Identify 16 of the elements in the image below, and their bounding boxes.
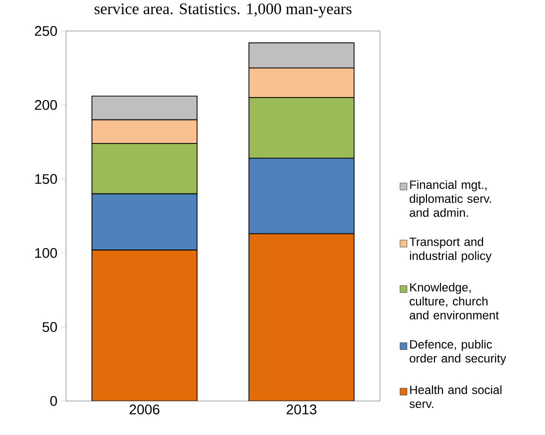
legend-label: Financial mgt., diplomatic serv. and admin. [410,180,491,217]
x-tick-label: 2013 [286,404,316,414]
y-tick-label: 0 [50,396,57,406]
chart-title: service area. Statistics. 1,000 man-years [94,3,352,18]
bar [248,233,354,401]
x-tick-label: 2006 [130,404,160,414]
bar [92,250,198,401]
legend-label: Knowledge, culture, church and environment [410,282,499,320]
y-tick-label: 100 [35,248,57,258]
legend-label: Defence, public order and security [410,340,506,365]
y-tick-label: 150 [35,174,57,184]
legend-label: Health and social serv. [410,385,502,408]
y-tick-label: 50 [42,322,57,332]
y-tick-label: 250 [34,26,57,36]
legend-label: Transport and industrial policy [409,237,492,262]
y-tick-label: 200 [34,100,57,110]
